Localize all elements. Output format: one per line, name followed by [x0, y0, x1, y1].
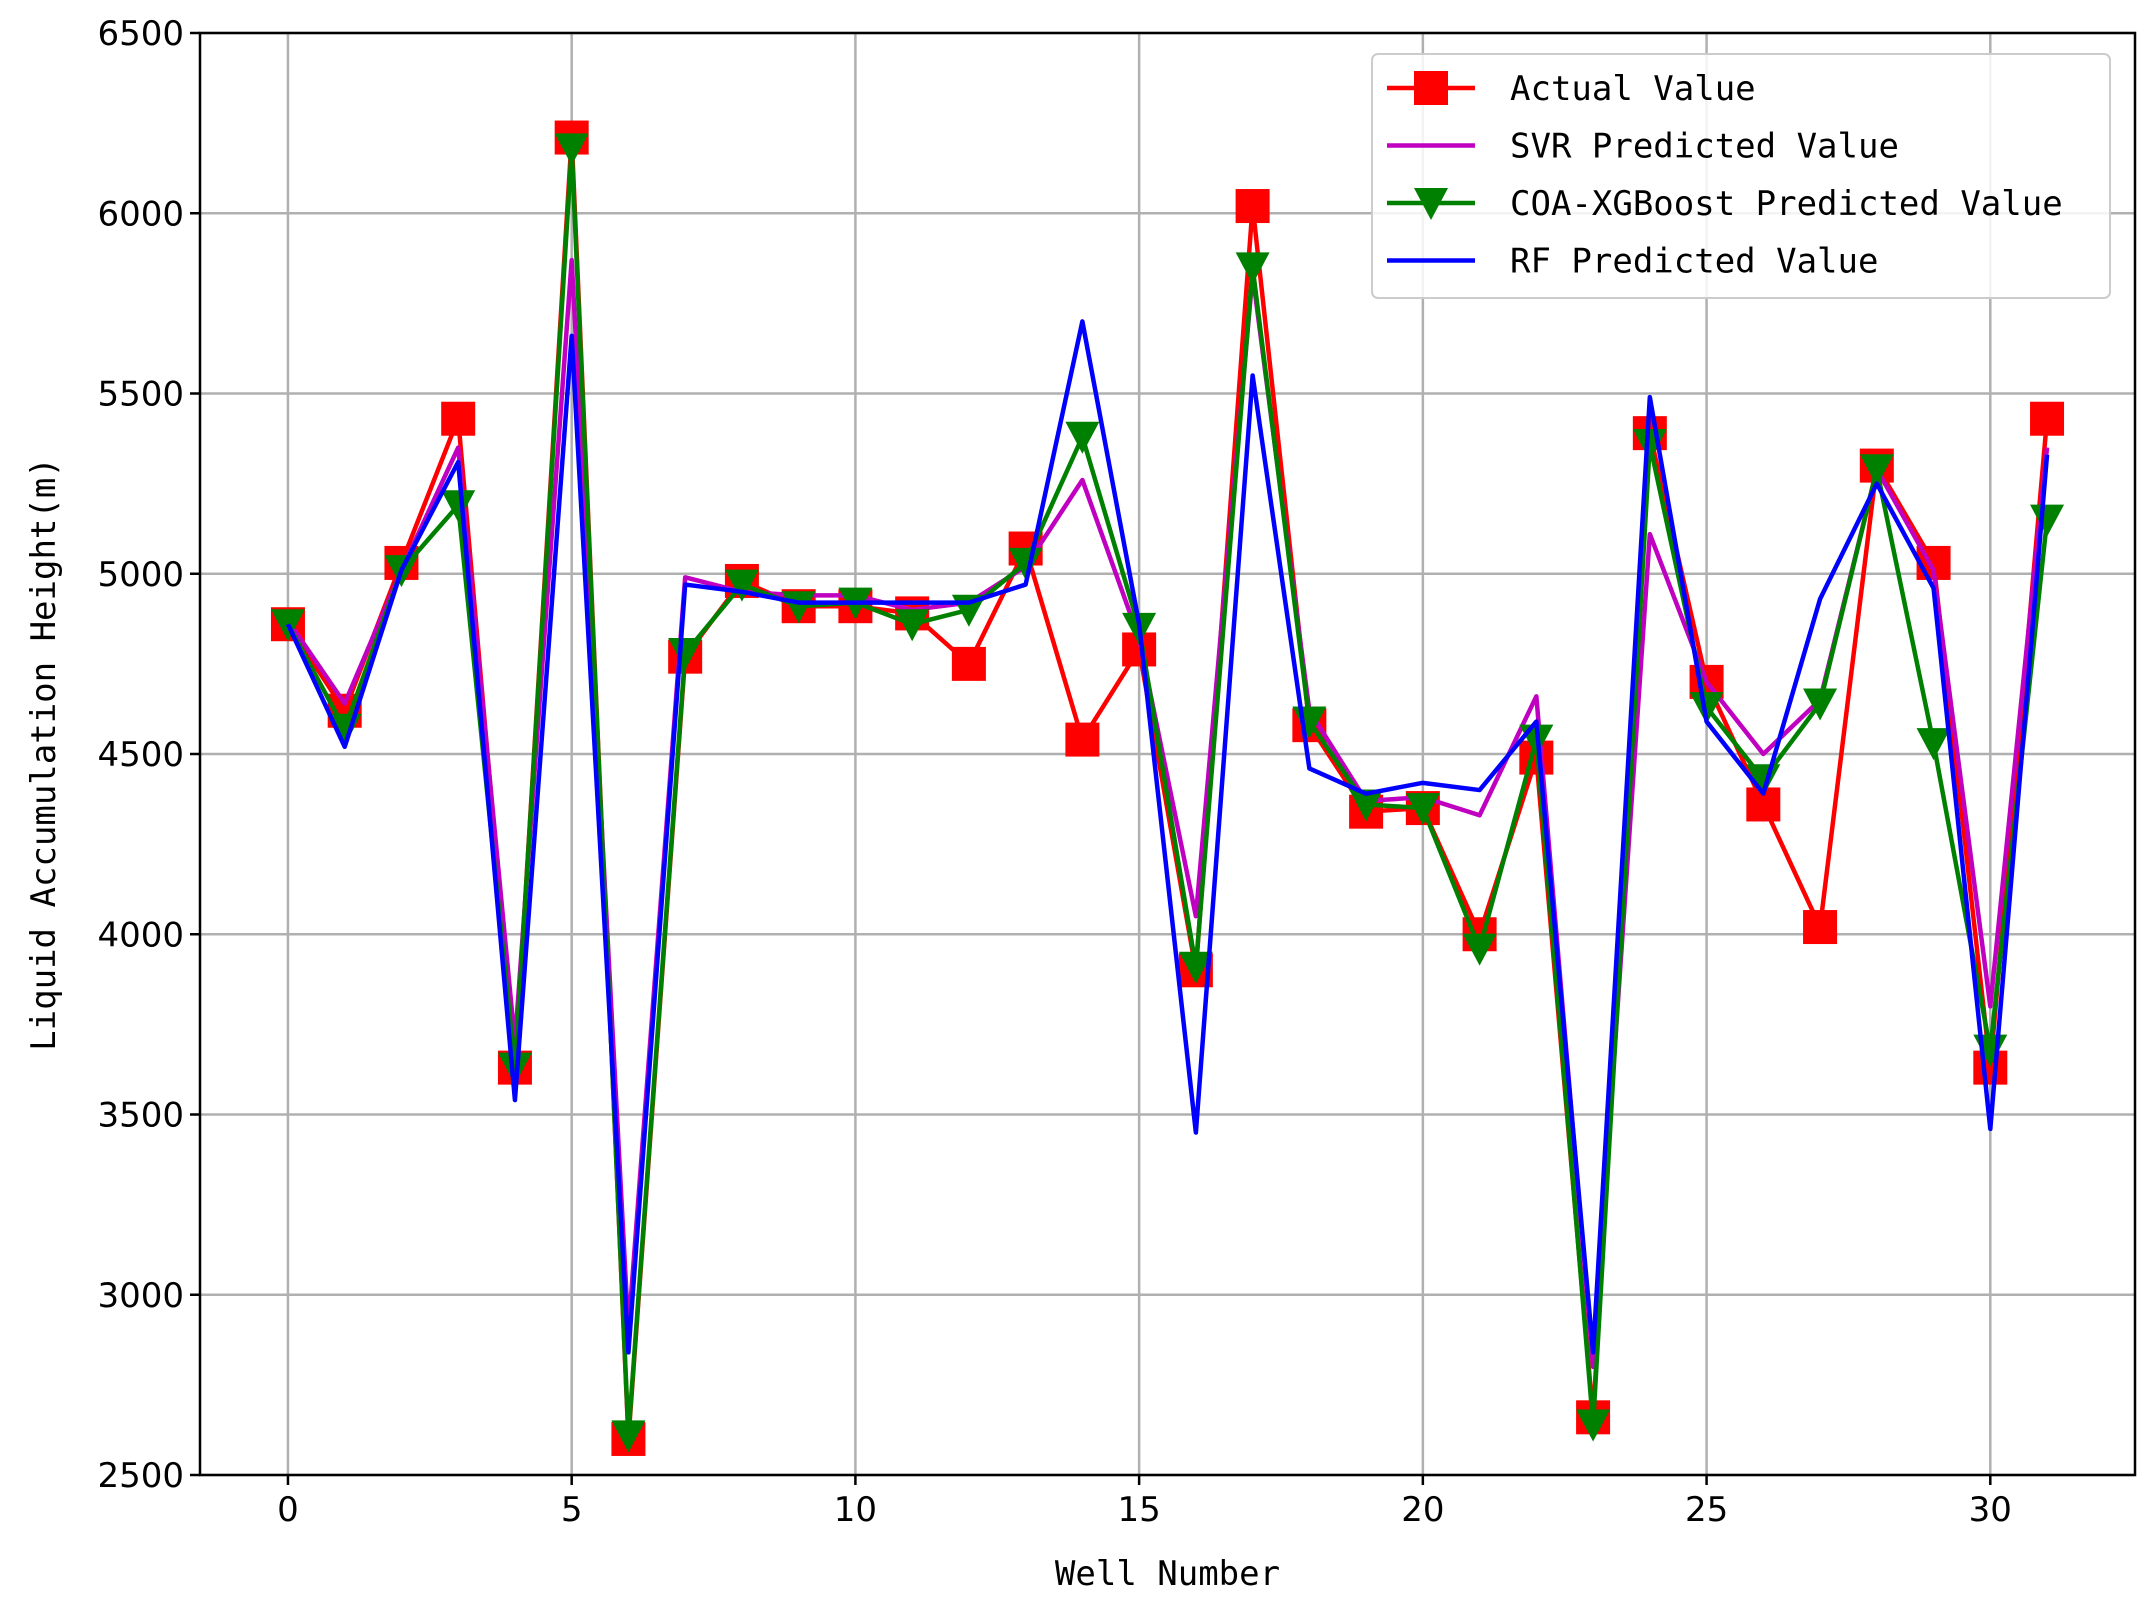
x-tick-label: 0: [277, 1490, 299, 1530]
data-point: [497, 1052, 532, 1085]
y-tick-label: 5500: [97, 375, 184, 415]
data-point: [1803, 688, 1838, 721]
legend-box: [1371, 53, 2111, 299]
y-axis-label: Liquid Accumulation Height(m): [24, 457, 64, 1051]
y-tick-label: 6000: [97, 194, 184, 234]
x-tick-label: 5: [561, 1490, 583, 1530]
legend-item: COA-XGBoost Predicted Value: [1387, 184, 2063, 224]
data-point: [1065, 722, 1100, 757]
legend-marker: [1414, 71, 1448, 105]
data-point: [1576, 1409, 1611, 1442]
series-line: [285, 146, 2050, 1438]
legend-item: SVR Predicted Value: [1387, 127, 1899, 167]
y-tick-label: 5000: [97, 555, 184, 595]
legend-label: SVR Predicted Value: [1510, 127, 1899, 167]
data-point: [441, 401, 476, 436]
x-tick-label: 20: [1401, 1490, 1444, 1530]
series-line: [286, 257, 2050, 1370]
series-2: [286, 257, 2050, 1370]
x-axis-ticks: 0 5 10 15 20 25 30: [277, 1475, 2012, 1530]
data-point: [1859, 454, 1894, 487]
y-tick-label: 4000: [97, 915, 184, 955]
data-point: [1462, 933, 1497, 966]
data-point: [2030, 401, 2065, 436]
data-point: [951, 646, 986, 681]
legend: Actual Value SVR Predicted Value COA-XGBoo…: [1371, 53, 2111, 299]
data-point: [1405, 793, 1440, 826]
data-point: [668, 638, 703, 671]
data-point: [1008, 547, 1043, 580]
y-axis-ticks: 2500 3000 3500 4000 4500 5000 5500 6000 6500: [97, 14, 200, 1496]
data-point: [441, 490, 476, 523]
data-point: [1065, 421, 1100, 454]
x-axis-label: Well Number: [1055, 1554, 1280, 1594]
data-point: [1349, 789, 1384, 822]
legend-label: COA-XGBoost Predicted Value: [1510, 184, 2063, 224]
y-tick-label: 6500: [97, 14, 184, 54]
x-tick-label: 10: [834, 1490, 877, 1530]
legend-item: Actual Value: [1387, 69, 1756, 109]
data-point: [554, 133, 589, 166]
data-point: [895, 609, 930, 642]
legend-marker: [1414, 188, 1448, 220]
series-3: [270, 133, 2065, 1453]
data-point: [1689, 692, 1724, 725]
data-point: [1235, 252, 1270, 285]
y-tick-label: 3000: [97, 1276, 184, 1316]
series-4: [285, 319, 2050, 1355]
y-tick-label: 3500: [97, 1096, 184, 1136]
y-tick-label: 2500: [97, 1456, 184, 1496]
x-tick-label: 25: [1685, 1490, 1728, 1530]
data-point: [1178, 951, 1213, 984]
legend-item: RF Predicted Value: [1387, 242, 1878, 282]
x-tick-label: 30: [1969, 1490, 2012, 1530]
data-point: [1803, 910, 1838, 945]
data-point: [611, 1420, 646, 1453]
series-layer: [270, 120, 2065, 1456]
y-tick-label: 4500: [97, 735, 184, 775]
x-tick-label: 15: [1117, 1490, 1160, 1530]
legend-label: Actual Value: [1510, 69, 1756, 109]
data-point: [2030, 504, 2065, 537]
series-line: [285, 319, 2050, 1355]
data-point: [1235, 189, 1270, 224]
data-point: [724, 569, 759, 602]
data-point: [1916, 728, 1951, 761]
legend-label: RF Predicted Value: [1510, 242, 1878, 282]
